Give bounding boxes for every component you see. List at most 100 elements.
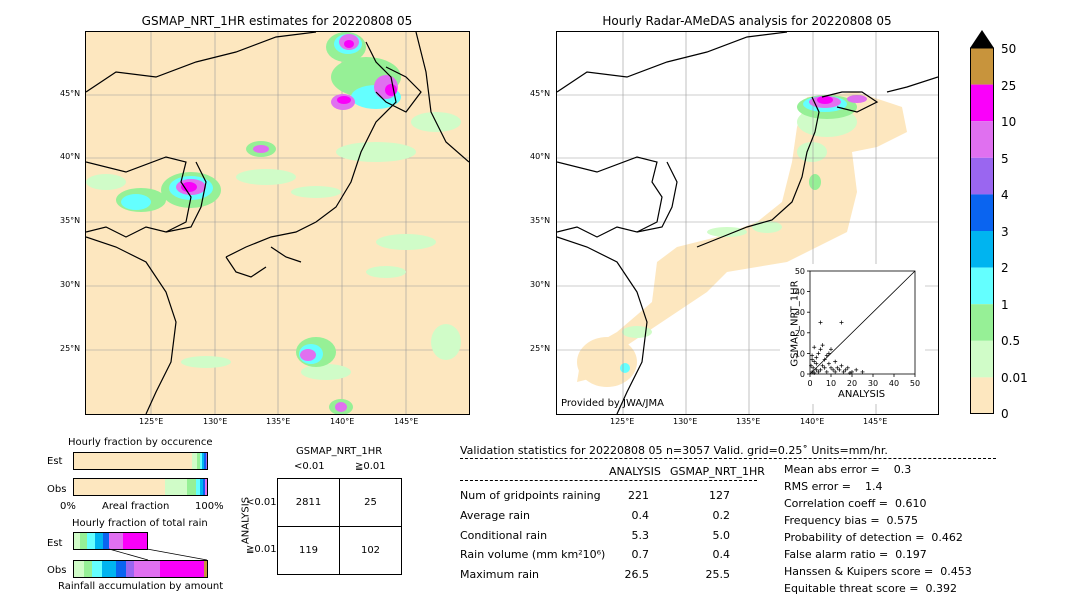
right-lon-tick: 145°E: [863, 417, 888, 426]
colorbar-frame: [970, 47, 994, 414]
scatter-xlabel: ANALYSIS: [838, 389, 886, 400]
contingency-col-header: ≧0.01: [355, 461, 386, 472]
score-line: RMS error = 1.4: [784, 480, 883, 493]
scatter-point: [835, 365, 840, 370]
left-lon-tick: 145°E: [394, 417, 419, 426]
left-lat-tick: 25°N: [60, 344, 81, 353]
scatter-point: [826, 361, 831, 366]
colorbar-label: 25: [1001, 79, 1017, 93]
right-lon-tick: 130°E: [673, 417, 698, 426]
contingency-row-header: ≧0.01: [246, 544, 277, 555]
contingency-row-header: <0.01: [246, 497, 277, 508]
total-rain-bars: [73, 532, 208, 578]
validation-col-gsmap: GSMAP_NRT_1HR: [670, 465, 765, 478]
right-lat-tick: 45°N: [530, 89, 551, 98]
scatter-point: [809, 363, 814, 368]
left-lat-tick: 30°N: [60, 280, 81, 289]
scatter-point: [818, 320, 823, 325]
scatter-point: [845, 365, 850, 370]
scatter-point: [820, 343, 825, 348]
score-line: Mean abs error = 0.3: [784, 463, 912, 476]
left-lat-tick: 45°N: [60, 89, 81, 98]
scatter-inset: 0 10 20 30 40 50 0 10 20 30 40 50: [780, 264, 925, 404]
stat-analysis: 221: [628, 489, 649, 502]
left-lon-tick: 125°E: [139, 417, 164, 426]
scatter-x-tick-label: 50: [910, 379, 920, 388]
scatter-point: [812, 359, 817, 364]
left-map-title: GSMAP_NRT_1HR estimates for 20220808 05: [141, 14, 413, 28]
colorbar-segment: [970, 157, 994, 195]
stat-analysis: 0.4: [631, 509, 650, 522]
total-rain-title: Hourly fraction of total rain: [72, 518, 208, 529]
total-rain-row-obs: Obs: [47, 565, 67, 576]
scatter-y-tick-label: 20: [795, 329, 805, 338]
scatter-point: [826, 351, 831, 356]
colorbar-segment: [970, 231, 994, 268]
stat-gsmap: 0.4: [712, 548, 731, 561]
scatter-point: [829, 365, 833, 370]
scatter-y-tick-label: 50: [795, 267, 805, 276]
occurrence-axis-mid: Areal fraction: [102, 501, 170, 512]
scatter-x-tick-label: 40: [889, 379, 899, 388]
scatter-point: [820, 363, 825, 368]
scatter-point: [847, 370, 852, 375]
contingency-col-header: <0.01: [294, 461, 325, 472]
stat-label: Maximum rain: [460, 568, 539, 581]
score-line: Equitable threat score = 0.392: [784, 582, 957, 595]
contingency-cell: 102: [360, 545, 381, 556]
scatter-point: [816, 369, 821, 374]
right-lat-tick: 30°N: [530, 280, 551, 289]
colorbar-segment: [970, 377, 994, 414]
stat-analysis: 26.5: [624, 568, 650, 581]
scatter-point: [822, 365, 827, 370]
left-lat-tick: 40°N: [60, 152, 81, 161]
colorbar-label: 0.5: [1001, 334, 1021, 348]
stat-gsmap: 127: [709, 489, 730, 502]
colorbar-label: 2: [1001, 261, 1009, 275]
scatter-point: [810, 369, 815, 374]
contingency-title: GSMAP_NRT_1HR: [296, 446, 383, 457]
left-map: [85, 31, 470, 415]
scatter-point: [814, 355, 819, 360]
scatter-point: [850, 369, 854, 374]
scatter-y-tick-label: 10: [795, 349, 805, 358]
colorbar-label: 50: [1001, 42, 1017, 56]
colorbar-segment: [970, 194, 994, 231]
colorbar-label: 1: [1001, 298, 1009, 312]
left-map-canvas: [86, 32, 469, 414]
scatter-x-tick-label: 0: [807, 379, 812, 388]
scatter-point: [824, 353, 829, 358]
colorbar-canvas: [970, 30, 994, 414]
scatter-point: [822, 357, 827, 362]
right-lat-tick: 40°N: [530, 152, 551, 161]
stat-analysis: 0.7: [631, 548, 650, 561]
right-map-title: Hourly Radar-AMeDAS analysis for 2022080…: [602, 14, 892, 28]
validation-header: Validation statistics for 20220808 05 n=…: [460, 444, 888, 457]
stat-gsmap: 25.5: [705, 568, 731, 581]
colorbar-label: 5: [1001, 152, 1009, 166]
scatter-point: [837, 367, 842, 372]
scatter-point: [860, 369, 865, 374]
total-rain-footer: Rainfall accumulation by amount: [58, 581, 224, 592]
data-credit: Provided by JWA/JMA: [561, 398, 664, 409]
colorbar-label: 3: [1001, 225, 1009, 239]
scatter-point: [814, 367, 819, 372]
scatter-point: [854, 367, 859, 372]
scatter-point: [833, 369, 838, 374]
validation-col-analysis: ANALYSIS: [609, 465, 661, 478]
colorbar: [970, 30, 994, 414]
scatter-y-tick-label: 30: [795, 308, 805, 317]
contingency-cell: 25: [364, 497, 377, 508]
occurrence-axis-right: 100%: [195, 501, 224, 512]
scatter-x-tick-label: 20: [847, 379, 857, 388]
scatter-ylabel: GSMAP_NRT_1HR: [789, 280, 801, 367]
colorbar-label: 0.01: [1001, 371, 1028, 385]
stat-label: Rain volume (mm km²10⁶): [460, 548, 606, 561]
scatter-point: [843, 367, 848, 372]
colorbar-overflow-triangle: [970, 30, 994, 48]
right-lon-tick: 135°E: [736, 417, 761, 426]
occurrence-bars: [73, 452, 208, 496]
right-lon-tick: 140°E: [800, 417, 825, 426]
left-lon-tick: 140°E: [330, 417, 355, 426]
stat-gsmap: 5.0: [712, 529, 731, 542]
